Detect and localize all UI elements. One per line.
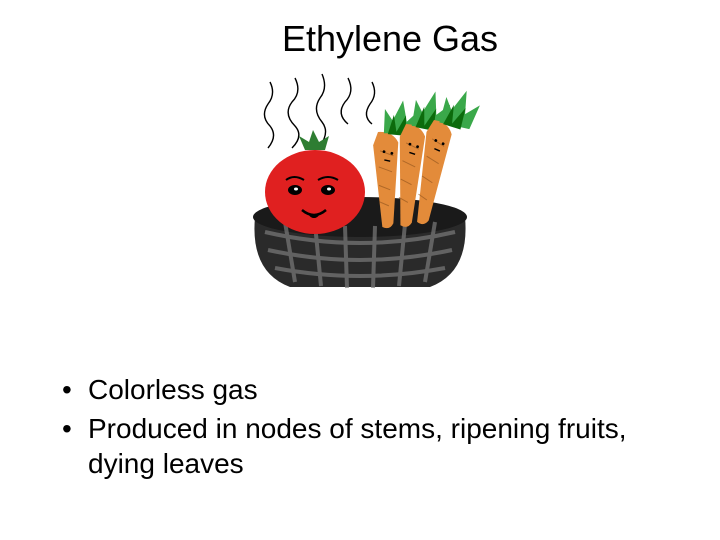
gas-lines: [264, 74, 374, 148]
bullet-item: Produced in nodes of stems, ripening fru…: [62, 411, 680, 481]
bullet-item: Colorless gas: [62, 372, 680, 407]
bullet-list: Colorless gas Produced in nodes of stems…: [40, 372, 680, 481]
slide: Ethylene Gas: [0, 0, 720, 540]
tomato: [265, 130, 365, 234]
slide-title: Ethylene Gas: [100, 18, 680, 60]
ethylene-illustration: [210, 72, 510, 312]
